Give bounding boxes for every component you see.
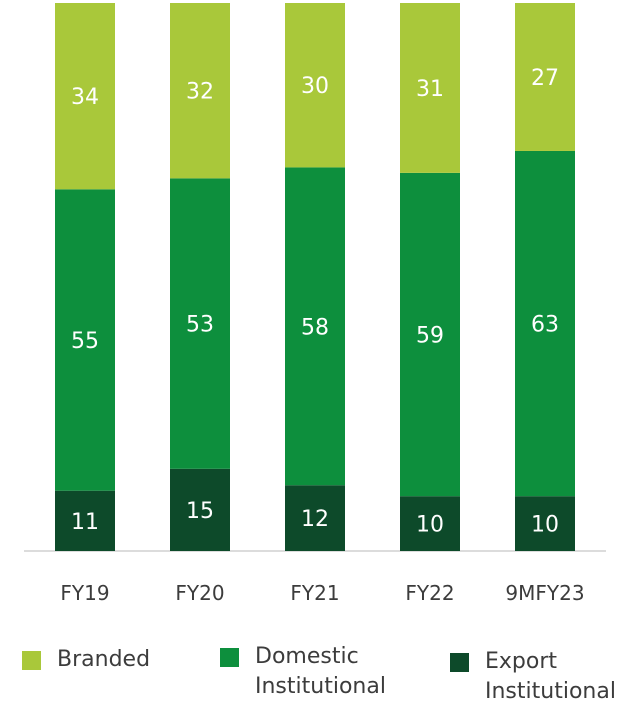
x-tick-label-fy21: FY21 [290,581,339,605]
legend-swatch-branded [22,651,41,670]
legend-item-branded: Branded [22,645,150,675]
bar-segment-export-institutional-fy20 [170,468,230,551]
data-label-domestic-institutional-fy19: 55 [71,329,99,354]
legend-item-domestic-institutional: Domestic Institutional [220,642,386,702]
data-label-export-institutional-fy20: 15 [186,499,214,524]
bar-segment-domestic-institutional-fy21 [285,167,345,486]
data-label-domestic-institutional-fy21: 58 [301,315,329,340]
data-label-domestic-institutional-fy22: 59 [416,324,444,349]
bar-segment-branded-fy22 [400,3,460,173]
data-label-branded-fy21: 30 [301,74,329,99]
data-label-domestic-institutional-9mfy23: 63 [531,313,559,338]
data-label-export-institutional-9mfy23: 10 [531,513,559,538]
legend-item-export-institutional: Export Institutional [450,647,616,707]
bar-segment-branded-9mfy23 [515,3,575,151]
bar-segment-domestic-institutional-fy20 [170,178,230,469]
legend-label-domestic-institutional: Domestic Institutional [255,644,386,699]
x-tick-label-fy20: FY20 [175,581,224,605]
data-label-domestic-institutional-fy20: 53 [186,313,214,338]
data-label-branded-fy19: 34 [71,85,99,110]
bar-segment-branded-fy21 [285,3,345,168]
data-label-export-institutional-fy19: 11 [71,510,99,535]
bar-segment-export-institutional-fy19 [55,490,115,551]
data-label-branded-fy20: 32 [186,80,214,105]
stacked-bar-chart: 11 55 34 FY19 15 53 32 FY20 12 58 30 FY21 10 59 31 FY22… [24,3,606,605]
x-tick-label-9mfy23: 9MFY23 [505,581,584,605]
bar-segment-branded-fy19 [55,3,115,190]
legend-swatch-domestic-institutional [220,648,239,667]
data-label-branded-9mfy23: 27 [531,66,559,91]
bar-segment-branded-fy20 [170,3,230,179]
x-tick-label-fy22: FY22 [405,581,454,605]
data-label-export-institutional-fy21: 12 [301,507,329,532]
data-label-export-institutional-fy22: 10 [416,513,444,538]
legend-label-branded: Branded [57,647,151,672]
bar-segment-export-institutional-fy21 [285,485,345,551]
bar-segment-domestic-institutional-fy19 [55,189,115,491]
bar-segment-domestic-institutional-fy22 [400,172,460,497]
x-tick-label-fy19: FY19 [60,581,109,605]
bar-segment-domestic-institutional-9mfy23 [515,150,575,497]
bar-segment-export-institutional-9mfy23 [515,496,575,551]
legend-label-export-institutional: Export Institutional [485,649,616,704]
bar-segment-export-institutional-fy22 [400,496,460,551]
data-label-branded-fy22: 31 [416,77,444,102]
legend-swatch-export-institutional [450,653,469,672]
